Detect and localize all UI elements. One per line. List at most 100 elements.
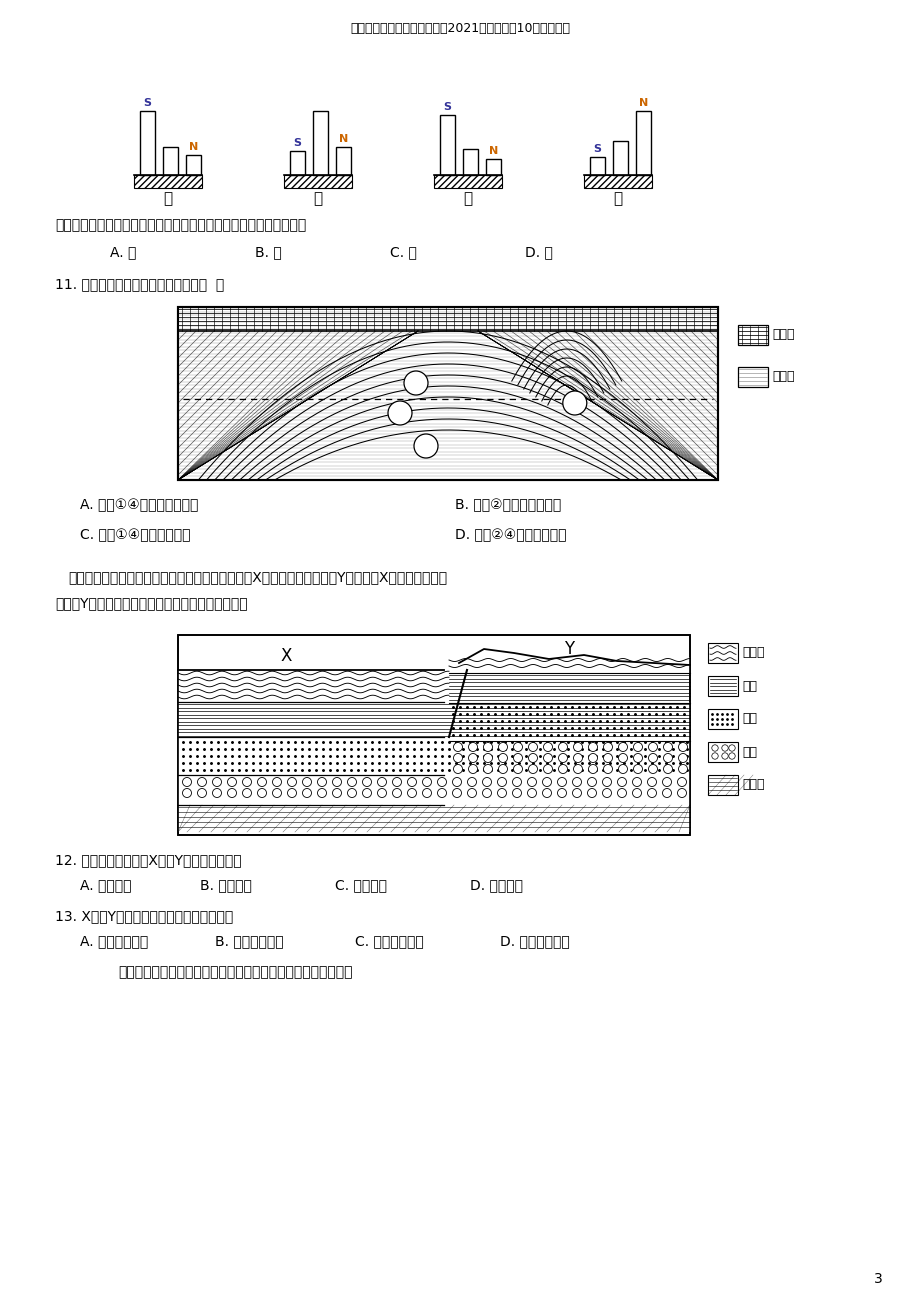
Circle shape — [362, 789, 371, 798]
Circle shape — [572, 777, 581, 786]
Circle shape — [602, 777, 611, 786]
Text: 丙: 丙 — [463, 191, 472, 206]
Circle shape — [317, 789, 326, 798]
Text: 丁: 丁 — [613, 191, 622, 206]
Bar — [177, 635, 689, 835]
Text: 本着既节约土地又使所有住户获得最佳光照，则楼房布局最合理的是: 本着既节约土地又使所有住户获得最佳光照，则楼房布局最合理的是 — [55, 217, 306, 232]
Text: N: N — [488, 146, 497, 156]
Text: 13. X区和Y区的玄武岩厚度存在差异是因为: 13. X区和Y区的玄武岩厚度存在差异是因为 — [55, 909, 233, 923]
Circle shape — [562, 391, 586, 415]
Text: S: S — [593, 145, 601, 154]
Circle shape — [453, 754, 462, 763]
Text: 隔水层: 隔水层 — [771, 328, 794, 341]
Circle shape — [573, 754, 582, 763]
Circle shape — [662, 789, 671, 798]
Circle shape — [588, 742, 596, 751]
Bar — [186, 155, 200, 174]
Circle shape — [483, 764, 492, 773]
Bar — [177, 307, 717, 331]
Text: ①: ① — [411, 378, 421, 388]
Circle shape — [602, 789, 611, 798]
Text: 12. 导致该区域分异为X区和Y区的主要原因是: 12. 导致该区域分异为X区和Y区的主要原因是 — [55, 853, 242, 867]
Circle shape — [543, 754, 552, 763]
Bar — [612, 141, 628, 174]
Circle shape — [498, 754, 507, 763]
Text: B. 图中②处最可能为石油: B. 图中②处最可能为石油 — [455, 497, 561, 512]
Circle shape — [603, 754, 612, 763]
Circle shape — [663, 742, 672, 751]
Circle shape — [198, 789, 206, 798]
Circle shape — [573, 742, 582, 751]
Circle shape — [317, 777, 326, 786]
Text: S: S — [443, 102, 451, 112]
Text: Y: Y — [564, 641, 574, 658]
Circle shape — [302, 777, 312, 786]
Circle shape — [603, 764, 612, 773]
Circle shape — [632, 789, 641, 798]
Circle shape — [647, 789, 656, 798]
Text: 江苏省淮安市涟水县第一中学2021届高三地琇10月月考试题: 江苏省淮安市涟水县第一中学2021届高三地琇10月月考试题 — [349, 22, 570, 35]
Text: 储集层: 储集层 — [771, 371, 794, 384]
Circle shape — [347, 789, 357, 798]
Circle shape — [648, 764, 657, 773]
Circle shape — [453, 764, 462, 773]
Circle shape — [528, 764, 537, 773]
Bar — [177, 307, 717, 480]
Circle shape — [663, 754, 672, 763]
Text: D. 岩层断裂: D. 岩层断裂 — [470, 878, 522, 892]
Bar — [289, 151, 305, 174]
Bar — [284, 174, 352, 187]
Bar — [177, 671, 448, 702]
Circle shape — [558, 742, 567, 751]
Circle shape — [662, 777, 671, 786]
Bar — [448, 658, 689, 673]
Circle shape — [558, 764, 567, 773]
Circle shape — [513, 754, 522, 763]
Text: N: N — [188, 142, 198, 152]
Circle shape — [453, 742, 462, 751]
Circle shape — [633, 754, 641, 763]
Circle shape — [721, 745, 728, 751]
Circle shape — [392, 777, 401, 786]
Circle shape — [362, 777, 371, 786]
Bar — [462, 148, 478, 174]
Circle shape — [287, 777, 296, 786]
Circle shape — [663, 764, 672, 773]
Circle shape — [618, 764, 627, 773]
Circle shape — [527, 777, 536, 786]
Circle shape — [243, 777, 251, 786]
Text: A. 图中①④处可能为天然气: A. 图中①④处可能为天然气 — [80, 497, 199, 512]
Circle shape — [483, 742, 492, 751]
Text: N: N — [338, 134, 347, 145]
Bar — [584, 174, 652, 187]
Text: A. 甲: A. 甲 — [110, 245, 136, 259]
Circle shape — [527, 789, 536, 798]
Circle shape — [542, 789, 550, 798]
Circle shape — [403, 371, 427, 395]
Circle shape — [728, 745, 734, 751]
Text: C. 风沙侵蚀: C. 风沙侵蚀 — [335, 878, 387, 892]
Circle shape — [557, 789, 566, 798]
Circle shape — [377, 777, 386, 786]
Circle shape — [407, 789, 416, 798]
Circle shape — [528, 742, 537, 751]
Circle shape — [678, 764, 686, 773]
Circle shape — [513, 742, 522, 751]
Circle shape — [728, 753, 734, 759]
Text: C. 外力侵蚀差异: C. 外力侵蚀差异 — [355, 934, 424, 948]
Circle shape — [272, 789, 281, 798]
Bar — [434, 174, 502, 187]
Text: S: S — [143, 98, 152, 108]
Circle shape — [452, 789, 461, 798]
Circle shape — [557, 777, 566, 786]
Text: 砖岩: 砖岩 — [742, 746, 756, 759]
Circle shape — [422, 777, 431, 786]
Circle shape — [332, 789, 341, 798]
Circle shape — [528, 754, 537, 763]
Circle shape — [437, 789, 446, 798]
Circle shape — [633, 764, 641, 773]
Circle shape — [648, 742, 657, 751]
Circle shape — [227, 777, 236, 786]
Circle shape — [182, 777, 191, 786]
Text: C. 丙: C. 丙 — [390, 245, 416, 259]
